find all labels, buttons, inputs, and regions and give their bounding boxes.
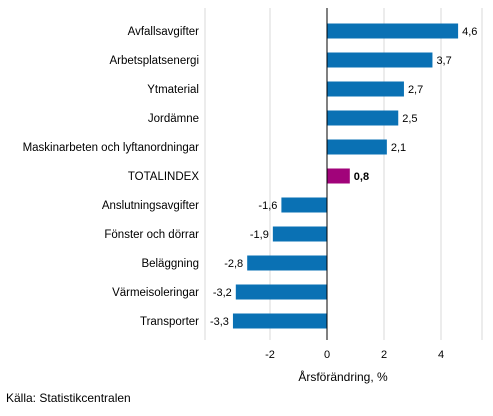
x-tick-label: 0 <box>324 349 330 361</box>
source-note: Källa: Statistikcentralen <box>6 391 131 405</box>
category-label: Ytmaterial <box>147 84 199 96</box>
value-label: 4,6 <box>462 26 477 38</box>
value-label: -2,8 <box>224 258 243 270</box>
bar <box>281 197 327 213</box>
category-labels: Avfallsavgifter Arbetsplatsenergi Ytmateri… <box>23 26 200 328</box>
bar <box>272 226 327 242</box>
value-label: -1,6 <box>258 200 277 212</box>
category-label: Anslutningsavgifter <box>102 200 199 212</box>
bar-chart: Avfallsavgifter Arbetsplatsenergi Ytmateri… <box>23 8 483 384</box>
x-tick-label: -2 <box>265 349 275 361</box>
bar <box>327 52 433 68</box>
value-labels: 4,6 3,7 2,7 2,5 2,1 0,8 -1,6 -1,9 -2,8 -3,2 -3,3 <box>210 26 477 328</box>
value-label: -1,9 <box>250 229 269 241</box>
category-label: Fönster och dörrar <box>104 229 199 241</box>
category-label: Transporter <box>140 316 199 328</box>
bar <box>232 313 327 329</box>
category-label: Arbetsplatsenergi <box>110 55 200 67</box>
category-label: Maskinarbeten och lyftanordningar <box>23 142 200 154</box>
category-label: Avfallsavgifter <box>128 26 200 38</box>
bar <box>235 284 327 300</box>
category-label: Jordämne <box>148 113 199 125</box>
category-label: Beläggning <box>141 258 199 270</box>
x-tick-labels: -2 0 2 4 <box>265 349 444 361</box>
value-label: 2,1 <box>391 142 406 154</box>
value-label: 2,7 <box>408 84 423 96</box>
bar <box>327 139 387 155</box>
x-tick-label: 2 <box>381 349 387 361</box>
value-label: -3,2 <box>213 287 232 299</box>
x-tick-label: 4 <box>438 349 444 361</box>
bar <box>327 110 399 126</box>
bars <box>232 23 459 329</box>
value-label: 0,8 <box>354 171 369 183</box>
bar <box>327 81 404 97</box>
value-label: 2,5 <box>402 113 417 125</box>
bar <box>327 168 350 184</box>
category-label: TOTALINDEX <box>128 171 199 183</box>
category-label: Värmeisoleringar <box>112 287 199 299</box>
value-label: -3,3 <box>210 316 229 328</box>
x-axis-label: Årsförändring, % <box>298 369 388 384</box>
value-label: 3,7 <box>436 55 451 67</box>
bar <box>247 255 327 271</box>
bar <box>327 23 459 39</box>
